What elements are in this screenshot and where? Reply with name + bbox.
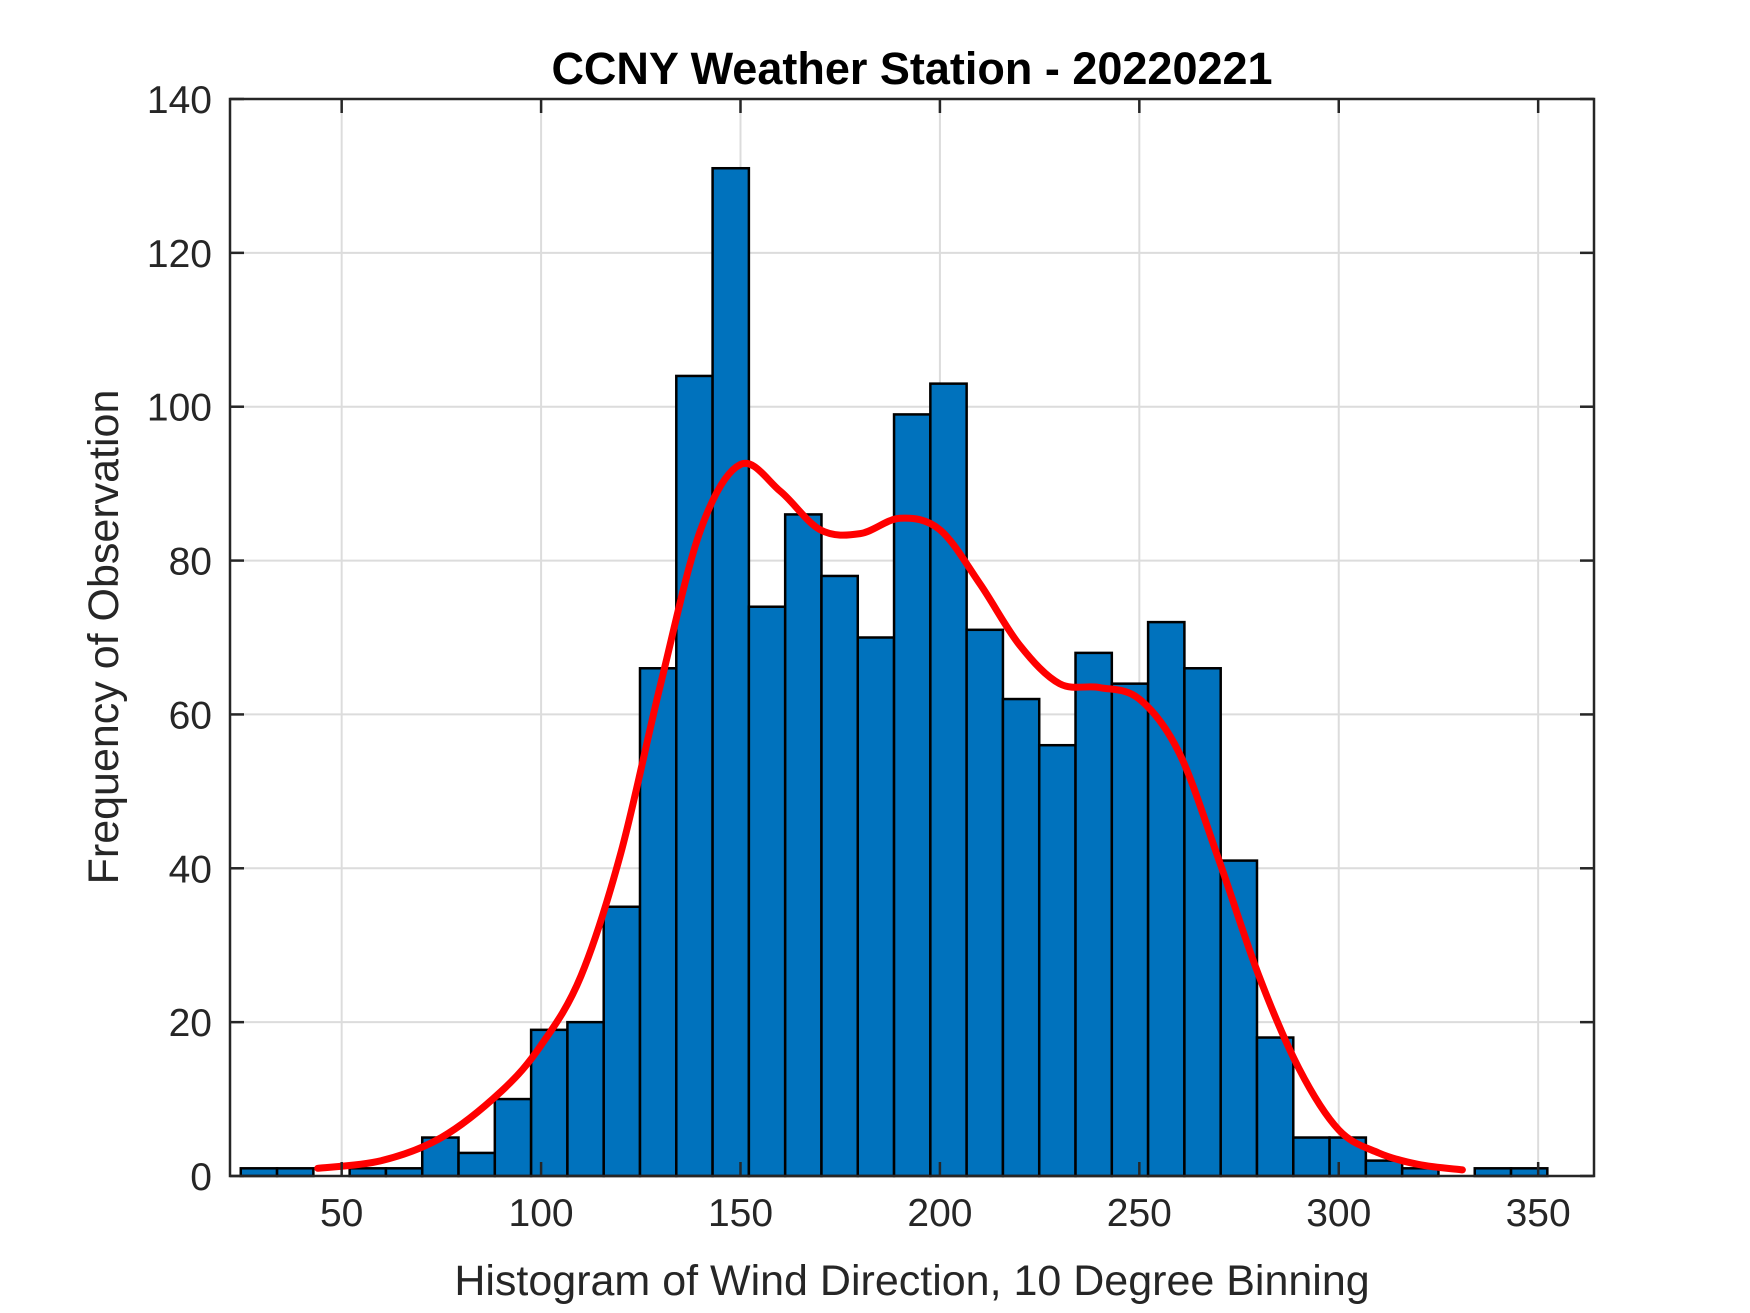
histogram-bar xyxy=(747,605,787,1178)
histogram-bar xyxy=(1110,682,1150,1178)
x-tick-label: 250 xyxy=(1107,1192,1172,1235)
chart-title: CCNY Weather Station - 20220221 xyxy=(551,43,1272,94)
histogram-bar xyxy=(892,413,932,1178)
y-tick-label: 40 xyxy=(169,848,212,891)
histogram-bar xyxy=(602,905,642,1178)
density-curve-group xyxy=(314,459,1466,1174)
histogram-bar xyxy=(566,1020,605,1178)
x-tick-label: 300 xyxy=(1306,1192,1371,1235)
x-tick-label: 100 xyxy=(509,1192,574,1235)
histogram-bar xyxy=(820,574,860,1178)
histogram-bar xyxy=(856,636,896,1178)
y-tick-label: 80 xyxy=(169,541,212,584)
histogram-bar xyxy=(457,1151,497,1178)
grid-lines xyxy=(230,98,1594,1177)
histogram-bar xyxy=(1037,743,1077,1178)
histogram-bar xyxy=(783,513,823,1178)
x-tick-label: 350 xyxy=(1506,1192,1571,1235)
y-axis-label: Frequency of Observation xyxy=(80,390,128,885)
histogram-bars xyxy=(239,166,1549,1178)
histogram-bar xyxy=(711,166,751,1178)
histogram-bar xyxy=(1074,651,1114,1178)
histogram-bar xyxy=(1183,667,1222,1178)
histogram-bar xyxy=(493,1097,533,1178)
y-tick-label: 60 xyxy=(169,694,212,737)
histogram-bar xyxy=(1001,697,1041,1178)
histogram-bar xyxy=(1255,1036,1295,1178)
y-tick-label: 20 xyxy=(169,1002,212,1045)
histogram-bar xyxy=(929,382,968,1178)
y-tick-label: 120 xyxy=(147,233,212,276)
axis-ticks: 50 100 150 200 250 300 350 0 20 40 60 80 100 120 140 xyxy=(147,79,1594,1235)
x-axis-label: Histogram of Wind Direction, 10 Degree B… xyxy=(454,1257,1369,1305)
histogram-bar xyxy=(675,374,714,1178)
plot-frame xyxy=(228,97,1596,1178)
density-curve-line xyxy=(314,459,1466,1174)
y-tick-label: 100 xyxy=(147,387,212,430)
histogram-bar xyxy=(965,628,1005,1178)
x-tick-label: 150 xyxy=(708,1192,773,1235)
y-tick-label: 0 xyxy=(190,1156,212,1199)
y-tick-label: 140 xyxy=(147,79,212,122)
histogram-bar xyxy=(1292,1136,1331,1178)
histogram-bar xyxy=(1146,620,1186,1178)
histogram-bar xyxy=(1364,1159,1404,1178)
x-tick-label: 200 xyxy=(907,1192,972,1235)
x-tick-label: 50 xyxy=(320,1192,363,1235)
